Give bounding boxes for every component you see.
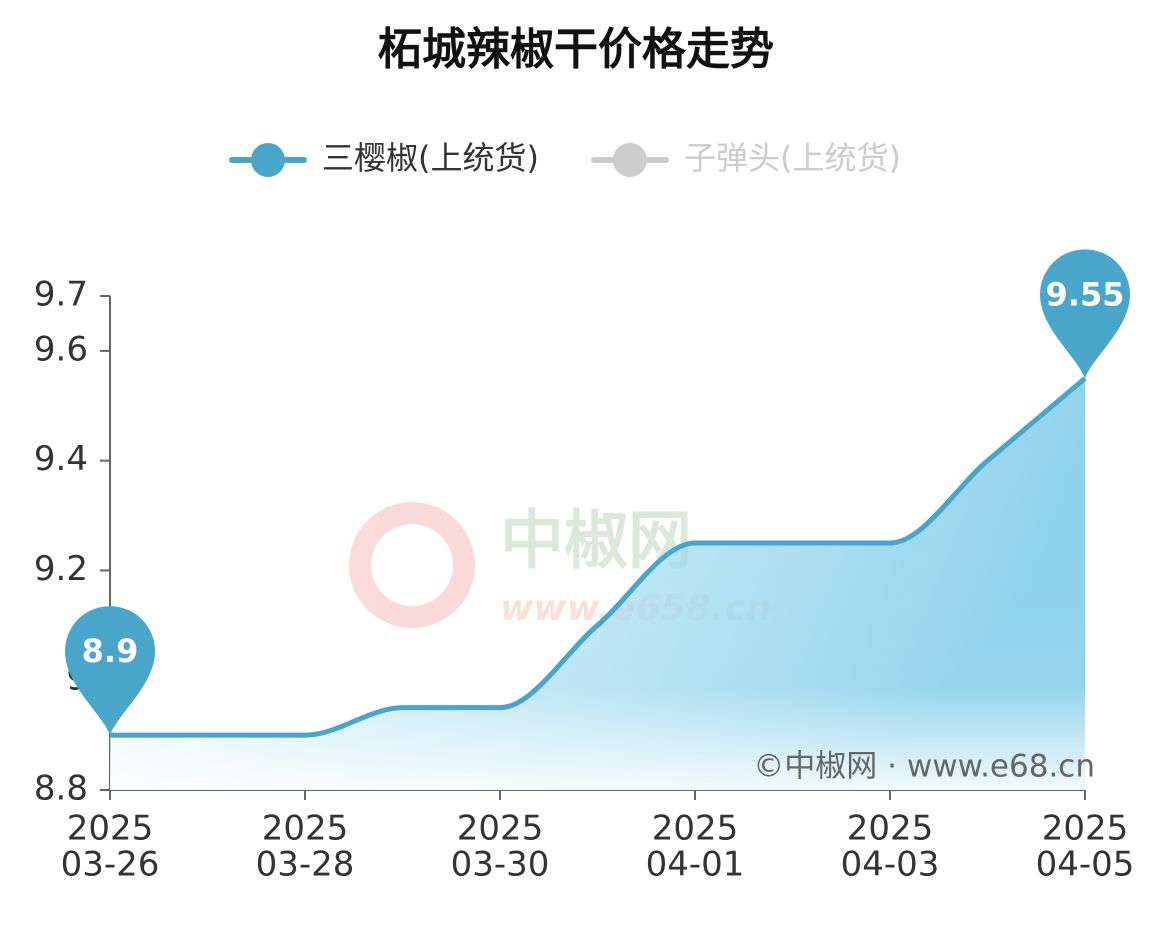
mark-point <box>1040 249 1130 379</box>
x-tick-day: 04-03 <box>841 845 940 885</box>
x-tick-year: 2025 <box>262 809 349 849</box>
y-tick-label: 9.6 <box>34 329 88 369</box>
y-tick-label: 9.2 <box>34 549 88 589</box>
legend-symbol <box>251 143 285 177</box>
mark-point <box>64 606 155 736</box>
mark-point-label: 8.9 <box>82 632 139 670</box>
x-tick-year: 2025 <box>652 809 739 849</box>
x-tick-year: 2025 <box>67 809 154 849</box>
y-tick-label: 9.4 <box>34 439 88 479</box>
legend-label: 子弹头(上统货) <box>684 139 901 177</box>
watermark-logo <box>349 502 475 628</box>
chart-title: 柘城辣椒干价格走势 <box>378 24 774 75</box>
x-tick-day: 03-28 <box>256 845 355 885</box>
y-tick-label: 8.8 <box>34 769 88 809</box>
x-tick-day: 03-30 <box>451 845 550 885</box>
line <box>110 376 1087 738</box>
x-tick-day: 03-26 <box>61 845 160 885</box>
x-tick-year: 2025 <box>847 809 934 849</box>
x-tick-year: 2025 <box>1042 809 1129 849</box>
mark-point-label: 9.55 <box>1046 275 1125 313</box>
y-tick-label: 9.7 <box>34 275 88 315</box>
x-tick-year: 2025 <box>457 809 544 849</box>
legend-symbol <box>613 143 647 177</box>
x-tick-day: 04-05 <box>1036 845 1135 885</box>
legend-label: 三樱椒(上统货) <box>322 139 539 177</box>
legend-item[interactable]: 三樱椒(上统货) <box>229 139 539 177</box>
legend-item[interactable]: 子弹头(上统货) <box>591 139 901 177</box>
area-fade <box>110 378 1085 790</box>
credit: ©中椒网 · www.e68.cn <box>753 749 1095 785</box>
x-tick-day: 04-01 <box>646 845 745 885</box>
